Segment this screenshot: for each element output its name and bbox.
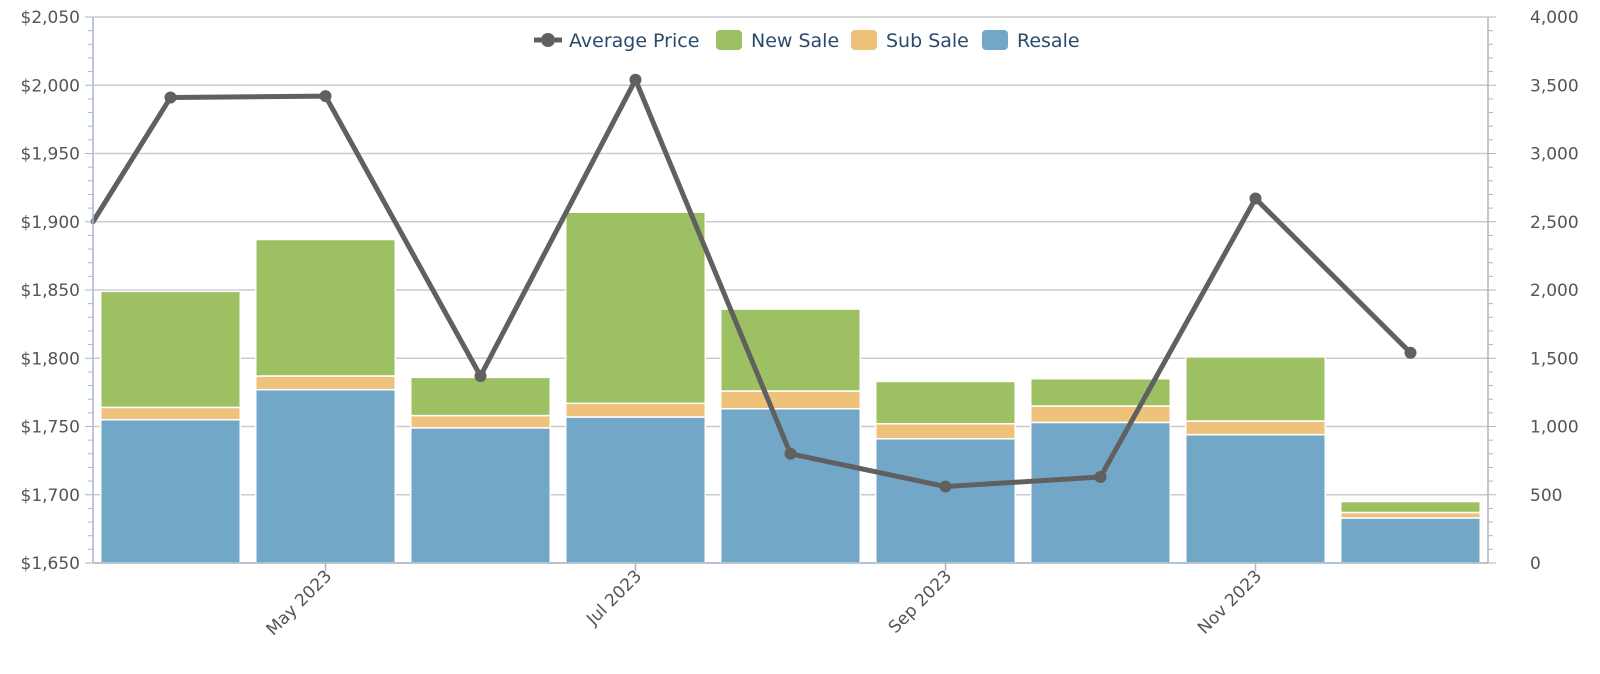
average-price-point	[474, 369, 487, 382]
average-price-point	[629, 73, 642, 86]
legend-label: Resale	[1017, 30, 1080, 52]
bar-resale	[720, 408, 861, 564]
bar-new-sale	[410, 376, 551, 417]
x-tick-label: May 2023	[263, 566, 336, 639]
bar-resale	[100, 418, 241, 564]
right-tick-label: 3,500	[1530, 76, 1579, 96]
bar-new-sale	[255, 238, 396, 377]
right-tick-label: 2,000	[1530, 281, 1579, 301]
left-tick-label: $1,800	[21, 349, 80, 369]
x-tick-label: Sep 2023	[885, 566, 956, 637]
bar-resale	[565, 416, 706, 564]
left-tick-label: $1,700	[21, 486, 80, 506]
legend-label: Sub Sale	[886, 30, 969, 52]
bar-sub-sale	[1340, 511, 1481, 519]
bar-sub-sale	[410, 414, 551, 429]
legend-item-sub-sale: Sub Sale	[851, 30, 969, 52]
average-price-point	[1094, 471, 1107, 484]
bar-resale	[1030, 421, 1171, 564]
bar-sub-sale	[255, 375, 396, 391]
right-tick-label: 4,000	[1530, 8, 1579, 28]
legend-label: Average Price	[569, 30, 699, 52]
left-tick-label: $1,900	[21, 213, 80, 233]
average-price-point	[784, 447, 797, 460]
line-layer	[90, 73, 1417, 493]
legend-marker	[541, 33, 555, 47]
right-tick-label: 1,000	[1530, 418, 1579, 438]
bar-sub-sale	[1030, 405, 1171, 424]
average-price-point	[1249, 192, 1262, 205]
left-tick-label: $2,050	[21, 8, 80, 28]
average-price-point	[319, 90, 332, 103]
average-price-line	[90, 77, 1413, 490]
legend-item-average-price: Average Price	[534, 30, 699, 52]
right-tick-label: 2,500	[1530, 213, 1579, 233]
bar-resale	[410, 427, 551, 564]
bar-resale	[1185, 433, 1326, 564]
legend-swatch	[982, 30, 1008, 50]
left-tick-label: $2,000	[21, 76, 80, 96]
bar-resale	[255, 388, 396, 564]
average-price-point	[1404, 346, 1417, 359]
legend-label: New Sale	[751, 30, 839, 52]
bar-sub-sale	[100, 406, 241, 421]
x-tick-label: Nov 2023	[1194, 566, 1266, 638]
left-tick-label: $1,950	[21, 145, 80, 165]
legend-item-resale: Resale	[982, 30, 1080, 52]
bar-new-sale	[100, 290, 241, 409]
bar-resale	[875, 438, 1016, 564]
bar-new-sale	[1340, 500, 1481, 514]
bar-sub-sale	[565, 402, 706, 418]
average-price-point	[164, 91, 177, 104]
right-tick-label: 1,500	[1530, 349, 1579, 369]
right-tick-label: 3,000	[1530, 145, 1579, 165]
bar-layer	[100, 211, 1481, 564]
legend-swatch	[851, 30, 877, 50]
left-tick-label: $1,750	[21, 418, 80, 438]
x-tick-label: Jul 2023	[582, 566, 646, 630]
left-tick-label: $1,850	[21, 281, 80, 301]
bar-resale	[1340, 517, 1481, 564]
average-price-point	[939, 480, 952, 493]
bar-sub-sale	[720, 390, 861, 410]
right-tick-label: 0	[1530, 554, 1541, 574]
bar-sub-sale	[1185, 420, 1326, 436]
right-tick-label: 500	[1530, 486, 1562, 506]
legend: Average Price New Sale Sub Sale Resale	[534, 30, 1080, 52]
legend-swatch	[716, 30, 742, 50]
bar-new-sale	[565, 211, 706, 405]
left-tick-label: $1,650	[21, 554, 80, 574]
bar-sub-sale	[875, 423, 1016, 440]
bar-new-sale	[720, 308, 861, 392]
bar-new-sale	[875, 380, 1016, 425]
bar-new-sale	[1185, 356, 1326, 422]
legend-item-new-sale: New Sale	[716, 30, 839, 52]
